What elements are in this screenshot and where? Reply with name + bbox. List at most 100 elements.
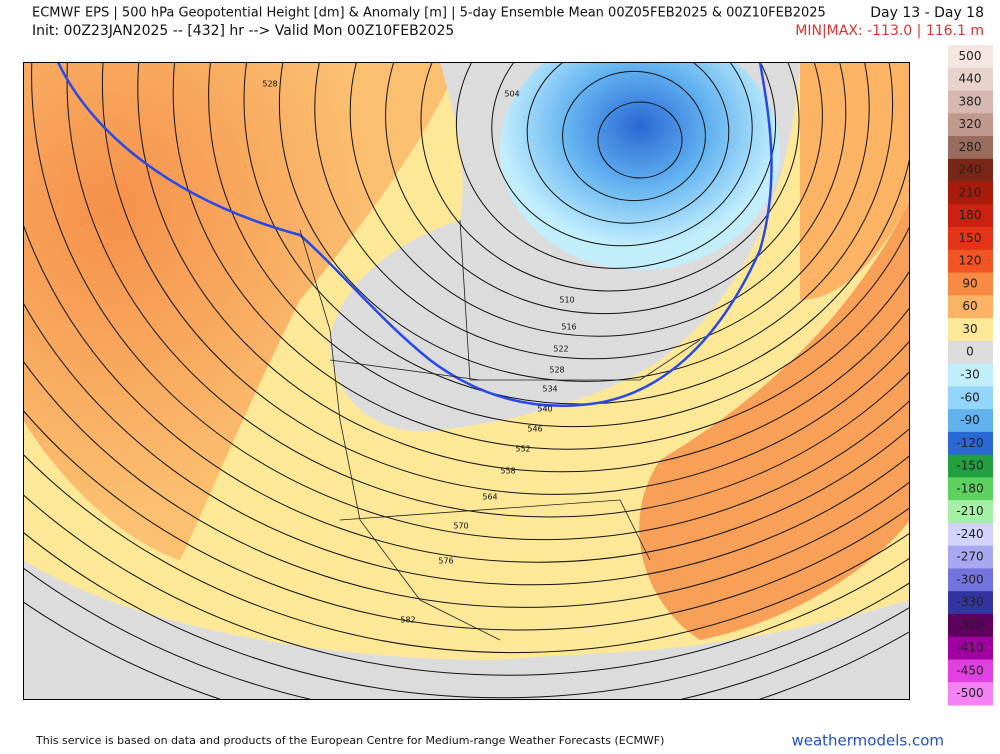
contour-label: 516: [561, 323, 576, 332]
colorbar-label: -270: [956, 550, 983, 564]
anomaly-warm-west: [23, 62, 460, 560]
contour-line: [491, 62, 753, 247]
colorbar-swatch: [948, 591, 993, 615]
contour-label: 528: [262, 80, 277, 89]
anomaly-neutral-south: [23, 560, 910, 700]
colorbar-label: 500: [959, 49, 982, 63]
contour-line: [23, 222, 910, 563]
colorbar-label: 440: [959, 72, 982, 86]
contour-label: 522: [553, 345, 568, 354]
contour-label: 540: [537, 405, 552, 414]
colorbar-label: 280: [959, 140, 982, 154]
colorbar-swatch: [948, 522, 993, 547]
colorbar-label: 0: [966, 345, 974, 359]
colorbar-label: 380: [959, 94, 982, 108]
colorbar-swatch: [948, 568, 993, 592]
contour-label: 534: [542, 385, 557, 394]
colorbar-label: 180: [959, 208, 982, 222]
contour-label: 504: [504, 90, 519, 99]
contour-label: 546: [527, 425, 542, 434]
colorbar-swatch: [948, 249, 993, 274]
anomaly-cold: [500, 62, 780, 270]
contour-label: 510: [559, 296, 574, 305]
colorbar-swatch: [948, 295, 993, 319]
header-title: ECMWF EPS | 500 hPa Geopotential Height …: [32, 6, 826, 21]
contour-line: [23, 359, 910, 608]
contour-line: [23, 453, 910, 653]
colorbar-label: -370: [956, 618, 983, 632]
contour-line: [23, 531, 910, 699]
contour-label: 552: [515, 445, 530, 454]
header-minmax: MIN|MAX: -113.0 | 116.1 m: [795, 23, 984, 39]
contour-line: [208, 62, 910, 428]
colorbar-swatch: [948, 477, 993, 501]
colorbar-swatch: [948, 340, 993, 365]
colorbar-label: -60: [960, 390, 980, 404]
header-days: Day 13 - Day 18: [870, 5, 984, 21]
contour-label: 564: [482, 493, 497, 502]
colorbar-swatch: [948, 204, 993, 228]
colorbar-swatch: [948, 636, 993, 660]
contour-line: [102, 62, 910, 495]
header-init: Init: 00Z23JAN2025 -- [432] hr --> Valid…: [32, 23, 454, 39]
colorbar-label: 240: [959, 163, 982, 177]
colorbar-label: 90: [962, 276, 977, 290]
contour-line: [31, 62, 910, 540]
contour-line: [526, 62, 730, 224]
colorbar-label: 320: [959, 117, 982, 131]
colorbar-swatch: [948, 45, 993, 69]
contour-labels: 528 504 510 516 522 528 534 540 546 552 558 564 570 5…: [262, 80, 576, 625]
colorbar-label: -120: [956, 436, 983, 450]
colorbar-label: -180: [956, 481, 983, 495]
borders: [299, 219, 701, 641]
contour-line: [349, 62, 847, 337]
contour-line: [137, 62, 910, 473]
footer-brand: weathermodels.com: [791, 732, 944, 750]
contour-line: [455, 62, 777, 269]
colorbar-label: 210: [959, 185, 982, 199]
colorbar-swatch: [948, 272, 993, 296]
contour-label: 570: [453, 522, 468, 531]
colorbar-label: -210: [956, 504, 983, 518]
contour-line: [597, 101, 683, 179]
colorbar-label: -330: [956, 595, 983, 609]
colorbar-swatch: [948, 227, 993, 251]
contour-line: [420, 62, 800, 292]
colorbar-label: -300: [956, 572, 983, 586]
colorbar-label: -240: [956, 527, 983, 541]
colorbar-swatch: [948, 181, 993, 205]
colorbar-label: -150: [956, 459, 983, 473]
colorbar-swatch: [948, 431, 993, 456]
contour-line: [562, 70, 706, 202]
zero-anomaly-line: [56, 62, 773, 407]
colorbar: 500 440 380 320 280 240 210 180 150 120 90 60 30 0 -30…: [948, 45, 993, 706]
contour-line: [172, 62, 910, 450]
contour-label: 576: [438, 557, 453, 566]
colorbar-swatch: [948, 318, 993, 342]
contour-line: [23, 493, 910, 676]
colorbar-label: -30: [960, 368, 980, 382]
contour-line: [385, 62, 823, 315]
colorbar-label: -90: [960, 413, 980, 427]
colorbar-swatch: [948, 90, 993, 114]
contour-label: 558: [500, 467, 515, 476]
contour-label: 528: [549, 366, 564, 375]
colorbar-label: -410: [956, 641, 983, 655]
colorbar-swatch: [948, 545, 993, 569]
colorbar-swatch: [948, 682, 993, 706]
contour-line: [314, 62, 870, 360]
footer-notice: This service is based on data and produc…: [35, 734, 664, 747]
contour-line: [23, 301, 910, 586]
colorbar-swatch: [948, 113, 993, 137]
colorbar-label: 60: [962, 299, 977, 313]
colorbar-label: 120: [959, 254, 982, 268]
colorbar-swatch: [948, 454, 993, 478]
colorbar-swatch: [948, 386, 993, 410]
colorbar-swatch: [948, 363, 993, 387]
colorbar-label: -450: [956, 663, 983, 677]
colorbar-label: -500: [956, 686, 983, 700]
contour-line: [23, 409, 910, 631]
contour-line: [278, 62, 894, 382]
